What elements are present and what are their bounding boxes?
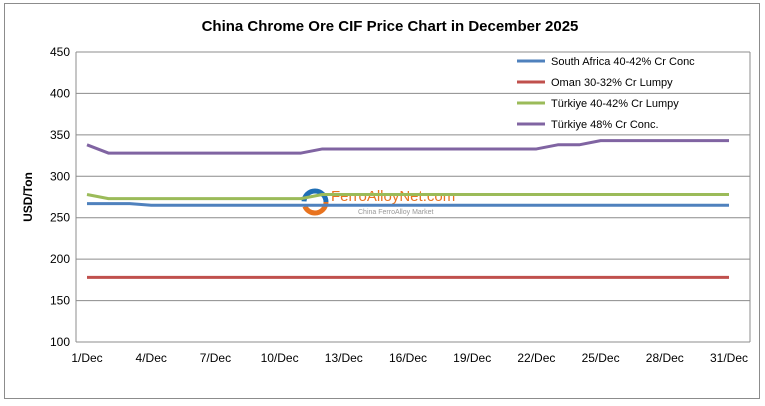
legend-label: Türkiye 48% Cr Conc. [551,119,659,131]
watermark: FerroAlloyNet.com China FerroAlloy Marke… [301,188,455,216]
x-tick-label: 13/Dec [325,351,363,365]
x-tick-label: 31/Dec [710,351,748,365]
series-line-3 [86,139,729,155]
y-tick-label: 100 [50,335,70,349]
y-tick-label: 150 [50,294,70,308]
y-tick-label: 300 [50,169,70,183]
series-line-0 [87,202,729,207]
watermark-logo-icon-blue [301,188,329,216]
x-tick-label: 19/Dec [453,351,491,365]
x-tick-label: 4/Dec [136,351,167,365]
y-tick-label: 350 [50,128,70,142]
watermark-tagline: China FerroAlloy Market [358,209,434,216]
y-axis-label: USD/Ton [21,172,35,222]
chart-frame [4,3,760,399]
x-tick-label: 16/Dec [389,351,427,365]
chart-title: China Chrome Ore CIF Price Chart in Dece… [202,18,579,35]
x-tick-label: 25/Dec [582,351,620,365]
x-tick-label: 1/Dec [71,351,102,365]
y-tick-label: 400 [50,86,70,100]
y-tick-label: 200 [50,252,70,266]
watermark-brand: FerroAlloyNet.com [331,188,455,205]
x-tick-label: 7/Dec [200,351,231,365]
y-tick-label: 450 [50,45,70,59]
legend-label: Türkiye 40-42% Cr Lumpy [551,98,679,110]
y-tick-label: 250 [50,211,70,225]
x-tick-label: 10/Dec [261,351,299,365]
legend-label: South Africa 40-42% Cr Conc [551,56,695,68]
legend-label: Oman 30-32% Cr Lumpy [551,77,673,89]
x-tick-label: 22/Dec [517,351,555,365]
x-tick-label: 28/Dec [646,351,684,365]
